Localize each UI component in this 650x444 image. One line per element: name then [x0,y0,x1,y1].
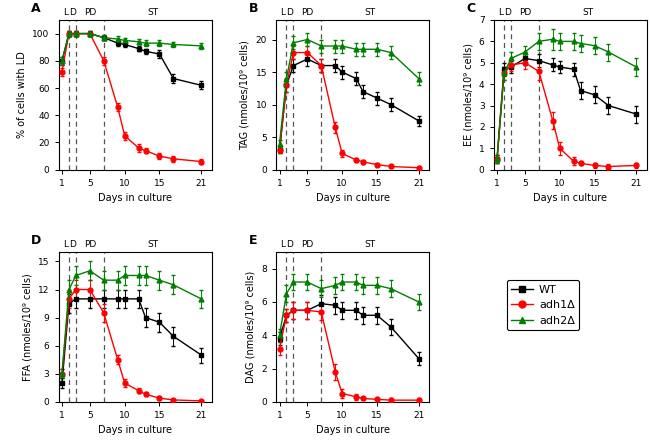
Text: L: L [281,240,285,249]
Text: E: E [248,234,257,247]
Text: D: D [69,8,76,17]
Text: B: B [248,2,258,15]
Y-axis label: TAG (nmoles/10⁹ cells): TAG (nmoles/10⁹ cells) [240,40,250,150]
Y-axis label: FFA (nmoles/10⁹ cells): FFA (nmoles/10⁹ cells) [22,273,32,381]
Text: ST: ST [147,8,158,17]
Text: C: C [466,2,475,15]
Text: D: D [287,8,293,17]
Y-axis label: EE (nmoles/10⁹ cells): EE (nmoles/10⁹ cells) [463,44,473,147]
Text: L: L [63,240,68,249]
Text: PD: PD [84,8,96,17]
Legend: WT, adh1Δ, adh2Δ: WT, adh1Δ, adh2Δ [507,280,579,330]
Text: L: L [63,8,68,17]
Text: D: D [504,8,511,17]
Y-axis label: DAG (nmoles/10⁹ cells): DAG (nmoles/10⁹ cells) [246,271,255,383]
Text: PD: PD [519,8,531,17]
Text: L: L [498,8,503,17]
Text: D: D [69,240,76,249]
Text: ST: ST [147,240,158,249]
X-axis label: Days in culture: Days in culture [98,425,172,436]
X-axis label: Days in culture: Days in culture [98,193,172,203]
X-axis label: Days in culture: Days in culture [316,193,389,203]
Text: D: D [287,240,293,249]
Text: D: D [31,234,41,247]
Text: L: L [281,8,285,17]
Text: A: A [31,2,40,15]
Text: PD: PD [301,240,313,249]
Text: PD: PD [301,8,313,17]
Text: ST: ST [365,8,376,17]
Text: ST: ST [582,8,593,17]
X-axis label: Days in culture: Days in culture [316,425,389,436]
Text: PD: PD [84,240,96,249]
Text: ST: ST [365,240,376,249]
X-axis label: Days in culture: Days in culture [533,193,607,203]
Y-axis label: % of cells with LD: % of cells with LD [17,52,27,138]
